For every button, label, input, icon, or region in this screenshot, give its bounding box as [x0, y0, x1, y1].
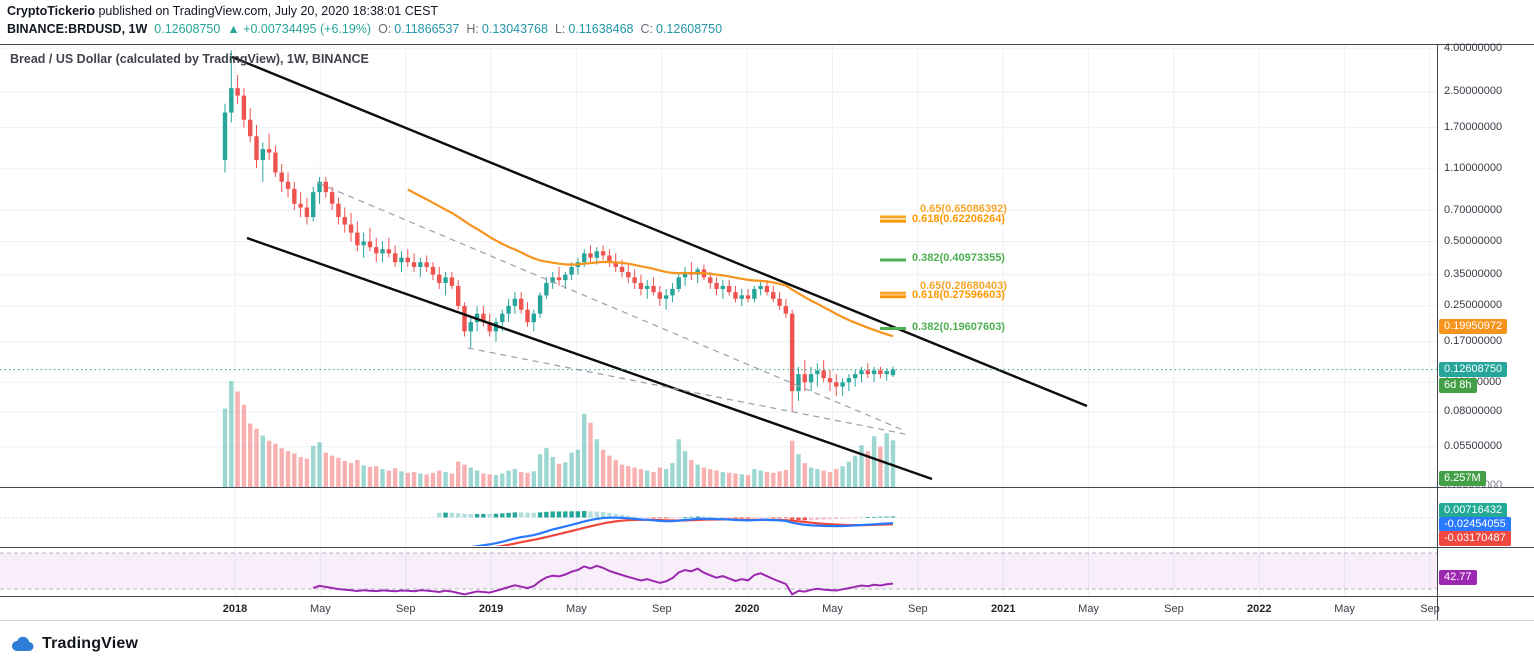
ohlc-open: O: 0.11866537 [378, 22, 459, 36]
macd-histogram [437, 511, 896, 521]
byline: CryptoTickerio published on TradingView.… [7, 4, 438, 18]
rsi-value-badge: 42.77 [1439, 570, 1477, 585]
gridlines [0, 45, 1437, 596]
ohlc-close: C: 0.12608750 [641, 22, 723, 36]
trendline [246, 236, 933, 481]
low-label: L: [554, 22, 566, 36]
dashed-trendline [317, 182, 904, 431]
rsi-line [312, 564, 894, 596]
tradingview-wordmark: TradingView [42, 635, 139, 652]
low-value: 0.11638468 [568, 22, 634, 36]
open-label: O: [378, 22, 392, 36]
last-price-badge: 0.12608750 [1439, 362, 1508, 378]
symbol-name: BINANCE:BRDUSD, 1W [7, 22, 148, 36]
fib-level-swatch [880, 215, 906, 219]
fib-level-swatch [880, 295, 906, 299]
high-value: 0.13043768 [481, 22, 548, 36]
tradingview-cloud-icon [12, 636, 34, 651]
tradingview-logo[interactable]: TradingView [9, 635, 138, 653]
candles-layer [222, 50, 896, 412]
dashed-trendline [467, 347, 906, 435]
fib-level-swatch [880, 291, 906, 295]
fib-level-swatch [880, 258, 906, 262]
byline-author: CryptoTickerio [7, 4, 95, 18]
macd-line-badge: -0.02454055 [1439, 517, 1511, 532]
close-value: 0.12608750 [656, 22, 723, 36]
byline-text: published on TradingView.com, July 20, 2… [95, 4, 439, 18]
ohlc-high: H: 0.13043768 [466, 22, 548, 36]
ma-value-badge: 0.19950972 [1439, 319, 1508, 335]
close-label: C: [640, 22, 654, 36]
fib-level-swatch [880, 327, 906, 331]
volume-layer [222, 381, 896, 487]
high-label: H: [466, 22, 479, 36]
rsi-band [0, 553, 1437, 589]
macd-hist-badge: 0.00716432 [1439, 503, 1508, 518]
bar-countdown-badge: 6d 8h [1439, 378, 1477, 394]
symbol-summary: BINANCE:BRDUSD, 1W 0.12608750 ▲ +0.00734… [7, 22, 722, 36]
macd-signal-badge: -0.03170487 [1439, 531, 1511, 546]
chart-title: Bread / US Dollar (calculated by Trading… [10, 52, 369, 66]
fib-level-swatch [880, 219, 906, 223]
trendline [231, 55, 1088, 408]
macd-line [471, 516, 894, 546]
price-change: ▲ +0.00734495 (+6.19%) [227, 22, 372, 36]
ohlc-low: L: 0.11638468 [555, 22, 634, 36]
volume-badge: 6.257M [1439, 471, 1486, 486]
last-price: 0.12608750 [154, 22, 221, 36]
open-value: 0.11866537 [394, 22, 460, 36]
ma-line [407, 188, 894, 338]
